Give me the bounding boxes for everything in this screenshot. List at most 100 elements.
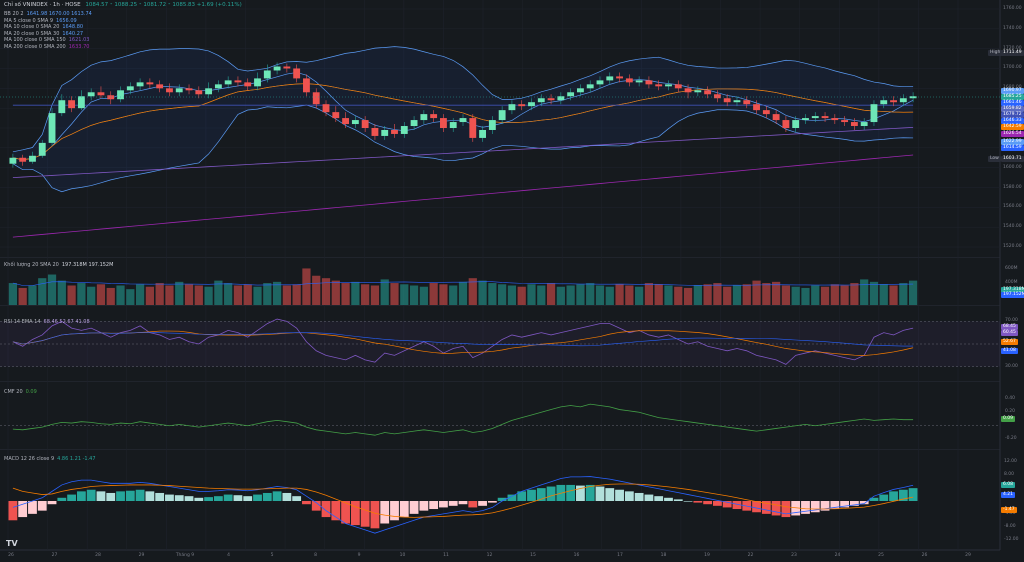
macd-tick: -8.00 <box>1004 523 1016 529</box>
candle-42 <box>420 114 428 121</box>
volume-bar-10 <box>106 287 115 305</box>
candle-64 <box>635 80 643 83</box>
main-legend-item-1: MA 5 close 0 SMA 9 1656.09 <box>4 18 77 24</box>
main-legend-label: BB 20 2 <box>4 11 24 17</box>
volume-bar-78 <box>772 281 781 305</box>
price-tick: 1680.00 <box>1003 85 1022 90</box>
volume-bar-53 <box>527 284 536 305</box>
candle-59 <box>586 84 594 89</box>
main-legend-label: MA 100 close 0 SMA 150 <box>4 37 66 43</box>
main-legend-values: 1656.09 <box>56 17 77 24</box>
candle-90 <box>890 100 897 103</box>
volume-bar-68 <box>674 286 683 305</box>
date-tick: 11 <box>443 553 449 558</box>
volume-bar-64 <box>635 286 644 305</box>
volume-bar-66 <box>654 284 663 305</box>
macd-hist-bar-86 <box>849 501 859 506</box>
volume-bar-60 <box>595 285 605 305</box>
price-tag-label: Low <box>988 156 1001 162</box>
volume-bar-13 <box>135 284 145 305</box>
macd-hist-bar-53 <box>527 489 536 501</box>
rsi-ma-slow-line <box>12 332 914 347</box>
volume-bar-46 <box>458 281 468 305</box>
volume-bar-24 <box>243 284 252 305</box>
volume-bar-44 <box>439 284 448 305</box>
candle-22 <box>224 80 232 85</box>
ma-200-line <box>12 154 914 238</box>
candle-77 <box>762 110 770 115</box>
price-tag: 1659.82 <box>1001 106 1024 112</box>
volume-bar-12 <box>126 289 135 305</box>
candle-15 <box>156 84 164 89</box>
ohlc-values: 1084.57 ⁃ 1088.25 ⁃ 1081.72 ⁃ 1085.83 +1… <box>85 2 242 8</box>
volume-bar-28 <box>282 285 291 305</box>
macd-hist-bar-46 <box>458 501 468 505</box>
macd-hist-bar-68 <box>673 499 683 501</box>
date-tick: 28 <box>95 553 101 558</box>
macd-tag: 4.21 <box>1001 492 1016 498</box>
date-tick: 8 <box>314 553 317 558</box>
macd-hist-bar-32 <box>321 501 331 518</box>
candle-85 <box>841 120 849 123</box>
macd-legend: MACD 12 26 close 9 4.86 1.21 -1.47 <box>4 456 96 462</box>
volume-bar-75 <box>742 284 751 305</box>
rsi-tick: 30.00 <box>1005 363 1018 369</box>
price-tick: 1760.00 <box>1003 5 1022 11</box>
volume-bar-29 <box>292 284 301 305</box>
date-tick: 9 <box>357 553 361 558</box>
date-tick: 10 <box>399 553 406 558</box>
volume-bar-90 <box>889 285 898 305</box>
volume-bar-92 <box>908 280 918 305</box>
candle-14 <box>146 82 154 85</box>
candle-62 <box>616 76 623 79</box>
volume-bar-74 <box>732 285 742 305</box>
volume-bar-36 <box>361 284 370 305</box>
candle-33 <box>332 112 340 119</box>
main-legend-values: 1621.03 <box>68 37 90 43</box>
macd-hist-bar-60 <box>595 486 605 501</box>
volume-bar-23 <box>233 285 243 305</box>
price-tick: 1740.00 <box>1003 25 1022 31</box>
symbol-title: Chỉ số VNINDEX · 1h · HOSE <box>4 2 81 8</box>
volume-bar-39 <box>390 283 399 305</box>
volume-bar-14 <box>145 286 154 305</box>
macd-hist-bar-92 <box>908 488 918 501</box>
cmf-tick: 0.40 <box>1005 395 1016 401</box>
volume-bar-6 <box>67 285 76 305</box>
main-legend-item-5: MA 200 close 0 SMA 200 1633.70 <box>4 44 89 50</box>
macd-hist-bar-19 <box>194 497 204 501</box>
candle-32 <box>322 104 330 113</box>
volume-bar-38 <box>380 279 389 305</box>
macd-hist-bar-42 <box>419 501 429 511</box>
volume-bar-72 <box>713 283 722 305</box>
volume-bar-31 <box>312 275 321 305</box>
volume-bar-7 <box>77 283 86 305</box>
macd-hist-bar-18 <box>184 496 194 501</box>
macd-hist-bar-76 <box>752 501 761 513</box>
candle-57 <box>567 92 575 97</box>
date-tick: 23 <box>791 553 797 558</box>
symbol-header: Chỉ số VNINDEX · 1h · HOSE 1084.57 ⁃ 108… <box>4 2 242 8</box>
macd-hist-bar-52 <box>517 491 527 501</box>
price-tag: 1685.25 <box>1001 94 1024 100</box>
candle-10 <box>107 95 115 100</box>
tradingview-logo[interactable]: TV <box>6 539 18 548</box>
date-tick: 16 <box>573 553 580 558</box>
volume-bar-17 <box>175 281 184 305</box>
volume-bar-89 <box>879 284 888 305</box>
candle-5 <box>58 100 66 114</box>
volume-bar-71 <box>703 284 712 305</box>
volume-bar-9 <box>96 284 106 305</box>
candle-71 <box>704 90 712 95</box>
candle-44 <box>440 118 447 128</box>
candle-31 <box>312 92 320 105</box>
macd-hist-bar-54 <box>536 488 546 501</box>
volume-bar-37 <box>370 285 380 305</box>
volume-bar-62 <box>615 284 624 305</box>
candle-69 <box>684 88 692 93</box>
macd-hist-bar-28 <box>282 492 292 501</box>
macd-hist-bar-59 <box>585 484 595 501</box>
macd-legend-values: 4.86 1.21 -1.47 <box>57 456 96 462</box>
candle-18 <box>185 88 193 91</box>
